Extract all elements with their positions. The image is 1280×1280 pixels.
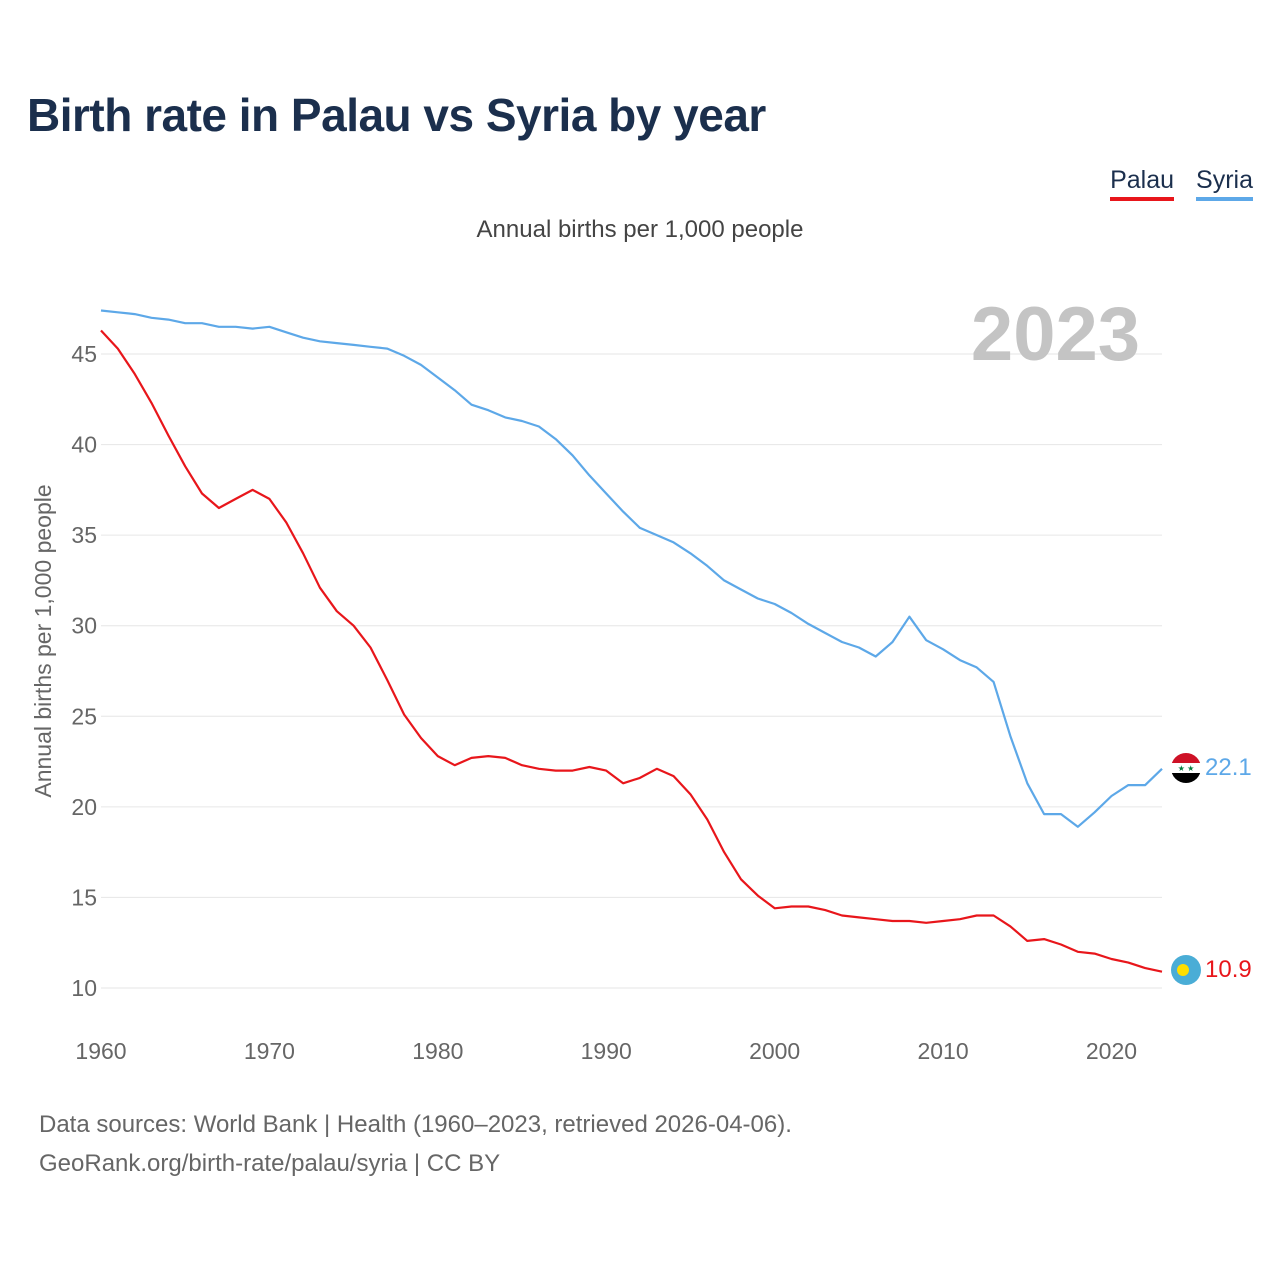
chart-subtitle: Annual births per 1,000 people	[476, 216, 804, 243]
syria-flag-icon: ★ ★	[1171, 753, 1201, 783]
year-watermark: 2023	[971, 292, 1140, 377]
x-tick-label: 1970	[244, 1038, 295, 1064]
y-tick-label: 40	[71, 432, 97, 458]
palau-end-value: 10.9	[1205, 956, 1252, 983]
syria-end-value: 22.1	[1205, 754, 1252, 781]
footer: Data sources: World Bank | Health (1960–…	[39, 1105, 792, 1183]
y-axis-label: Annual births per 1,000 people	[30, 484, 56, 797]
legend-syria[interactable]: Syria	[1196, 165, 1253, 201]
series-line-syria[interactable]	[100, 309, 1163, 828]
legend: Palau Syria	[1110, 165, 1253, 201]
y-tick-label: 25	[71, 703, 97, 729]
y-tick-label: 30	[71, 613, 97, 639]
x-tick-label: 1980	[412, 1038, 463, 1064]
chart-title: Birth rate in Palau vs Syria by year	[27, 89, 766, 141]
footer-credit: GeoRank.org/birth-rate/palau/syria | CC …	[39, 1150, 501, 1177]
y-tick-label: 35	[71, 522, 97, 548]
x-tick-label: 2020	[1086, 1038, 1137, 1064]
y-tick-label: 10	[71, 975, 97, 1001]
y-tick-label: 15	[71, 884, 97, 910]
y-axis-ticks: 10 15 20 25 30 35 40 45	[71, 341, 97, 1001]
x-axis-ticks: 1960 1970 1980 1990 2000 2010 2020	[75, 1038, 1137, 1064]
svg-text:★ ★: ★ ★	[1178, 764, 1195, 773]
legend-palau[interactable]: Palau	[1110, 165, 1175, 201]
footer-sources: Data sources: World Bank | Health (1960–…	[39, 1111, 792, 1138]
x-tick-label: 2000	[749, 1038, 800, 1064]
x-tick-label: 2010	[917, 1038, 968, 1064]
x-tick-label: 1990	[581, 1038, 632, 1064]
y-tick-label: 20	[71, 794, 97, 820]
y-tick-label: 45	[71, 341, 97, 367]
palau-flag-icon	[1171, 955, 1201, 985]
series-lines	[100, 309, 1163, 973]
gridlines	[101, 353, 1162, 989]
series-line-palau[interactable]	[100, 329, 1163, 973]
x-tick-label: 1960	[75, 1038, 126, 1064]
